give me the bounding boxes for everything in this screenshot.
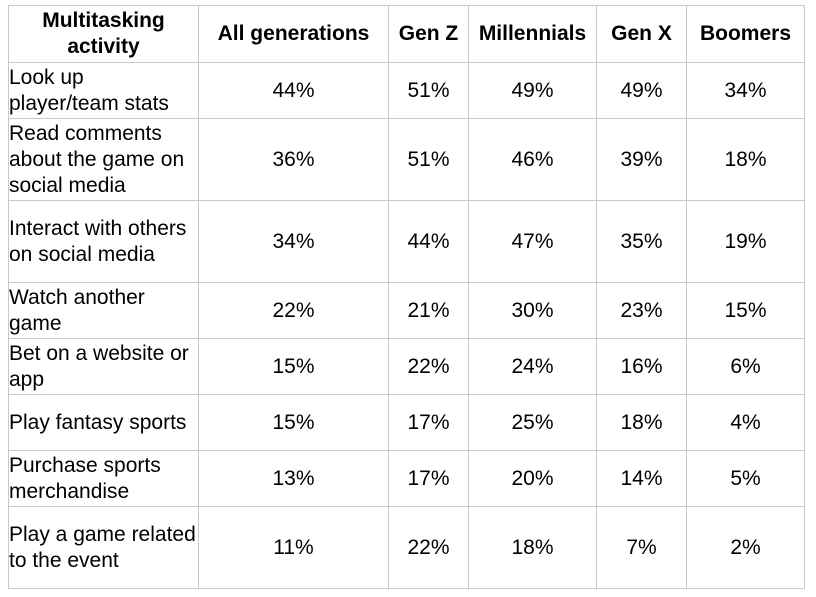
- header-gen-z: Gen Z: [388, 5, 469, 63]
- value-cell: 51%: [388, 62, 469, 119]
- header-all-generations: All generations: [198, 5, 389, 63]
- header-boomers: Boomers: [686, 5, 805, 63]
- value-cell: 15%: [198, 394, 389, 451]
- value-cell: 15%: [198, 338, 389, 395]
- value-cell: 34%: [198, 200, 389, 283]
- table-row: Purchase sports merchandise 13% 17% 20% …: [8, 450, 805, 507]
- table-row: Play fantasy sports 15% 17% 25% 18% 4%: [8, 394, 805, 451]
- value-cell: 25%: [468, 394, 597, 451]
- value-cell: 17%: [388, 394, 469, 451]
- activity-cell: Bet on a website or app: [8, 338, 199, 395]
- value-cell: 20%: [468, 450, 597, 507]
- value-cell: 51%: [388, 118, 469, 201]
- activity-cell: Play fantasy sports: [8, 394, 199, 451]
- value-cell: 16%: [596, 338, 687, 395]
- value-cell: 35%: [596, 200, 687, 283]
- value-cell: 44%: [388, 200, 469, 283]
- value-cell: 22%: [198, 282, 389, 339]
- value-cell: 5%: [686, 450, 805, 507]
- header-millennials: Millennials: [468, 5, 597, 63]
- value-cell: 39%: [596, 118, 687, 201]
- table-row: Interact with others on social media 34%…: [8, 200, 805, 283]
- value-cell: 49%: [596, 62, 687, 119]
- value-cell: 21%: [388, 282, 469, 339]
- table-row: Play a game related to the event 11% 22%…: [8, 506, 805, 589]
- table-row: Watch another game 22% 21% 30% 23% 15%: [8, 282, 805, 339]
- table-row: Read comments about the game on social m…: [8, 118, 805, 201]
- value-cell: 30%: [468, 282, 597, 339]
- activity-cell: Watch another game: [8, 282, 199, 339]
- activity-cell: Play a game related to the event: [8, 506, 199, 589]
- value-cell: 18%: [596, 394, 687, 451]
- value-cell: 4%: [686, 394, 805, 451]
- header-gen-x: Gen X: [596, 5, 687, 63]
- value-cell: 18%: [468, 506, 597, 589]
- value-cell: 47%: [468, 200, 597, 283]
- value-cell: 14%: [596, 450, 687, 507]
- activity-cell: Purchase sports merchandise: [8, 450, 199, 507]
- table-row: Look up player/team stats 44% 51% 49% 49…: [8, 62, 805, 119]
- activity-cell: Look up player/team stats: [8, 62, 199, 119]
- value-cell: 49%: [468, 62, 597, 119]
- value-cell: 6%: [686, 338, 805, 395]
- value-cell: 2%: [686, 506, 805, 589]
- value-cell: 13%: [198, 450, 389, 507]
- value-cell: 23%: [596, 282, 687, 339]
- table-row: Bet on a website or app 15% 22% 24% 16% …: [8, 338, 805, 395]
- header-activity: Multitasking activity: [8, 5, 199, 63]
- value-cell: 34%: [686, 62, 805, 119]
- value-cell: 44%: [198, 62, 389, 119]
- value-cell: 22%: [388, 506, 469, 589]
- value-cell: 24%: [468, 338, 597, 395]
- value-cell: 15%: [686, 282, 805, 339]
- value-cell: 19%: [686, 200, 805, 283]
- value-cell: 17%: [388, 450, 469, 507]
- value-cell: 36%: [198, 118, 389, 201]
- value-cell: 46%: [468, 118, 597, 201]
- activity-cell: Read comments about the game on social m…: [8, 118, 199, 201]
- value-cell: 22%: [388, 338, 469, 395]
- value-cell: 11%: [198, 506, 389, 589]
- activity-cell: Interact with others on social media: [8, 200, 199, 283]
- multitasking-table: Multitasking activity All generations Ge…: [8, 5, 805, 589]
- value-cell: 7%: [596, 506, 687, 589]
- value-cell: 18%: [686, 118, 805, 201]
- header-row: Multitasking activity All generations Ge…: [8, 5, 805, 63]
